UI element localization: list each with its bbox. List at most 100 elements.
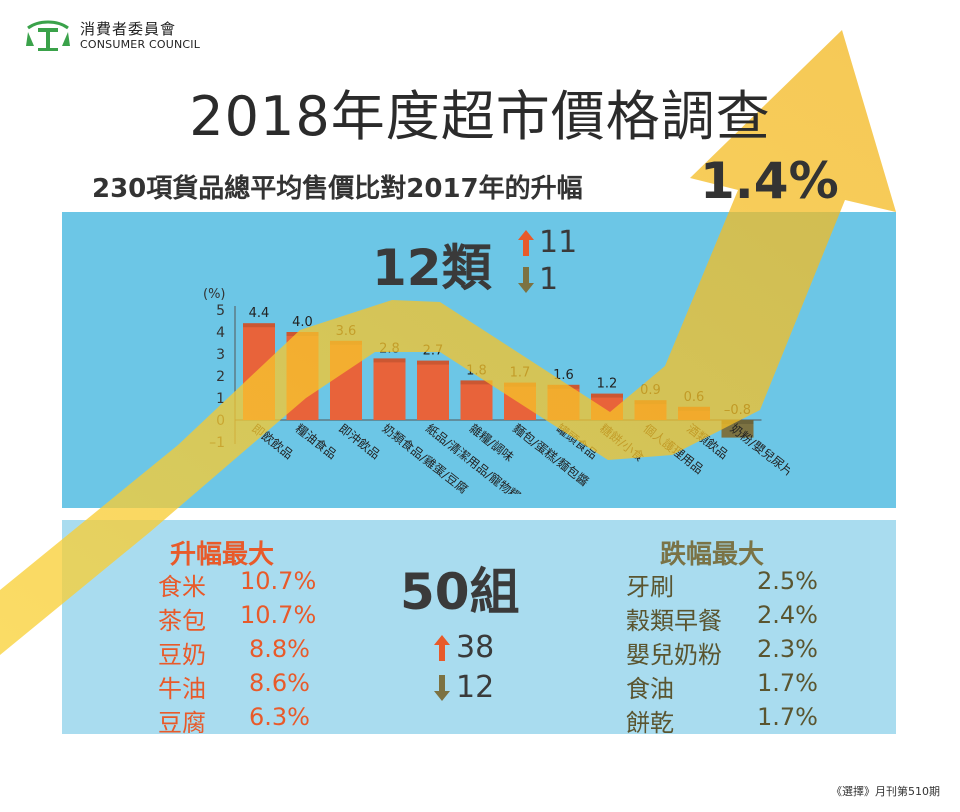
y-tick-label: 5 (216, 303, 225, 319)
bar-value-label: 1.7 (510, 366, 531, 381)
bar-top-shade (504, 382, 536, 387)
y-tick-label: 3 (216, 347, 225, 363)
bar-top-shade (634, 400, 667, 405)
category-label: 麵包/蛋糕/麵包醬 (510, 421, 592, 490)
category-label: 糖餅/小食 (597, 421, 647, 465)
bar-value-label: 4.4 (249, 306, 270, 321)
decrease-row: 嬰兒奶粉 2.3% (626, 635, 818, 670)
consumer-council-logo: 消費者委員會 CONSUMER COUNCIL (24, 20, 200, 52)
bar-top-shade (286, 332, 319, 336)
bar-top-shade (330, 340, 362, 345)
bar-top-shade (678, 406, 710, 411)
increase-percent: 10.7% (240, 601, 317, 629)
bar-value-label: –0.8 (724, 403, 751, 418)
subtitle: 230項貨品總平均售價比對2017年的升幅 (92, 174, 583, 204)
arrow-up-icon (434, 634, 450, 661)
increase-row: 茶包 10.7% (158, 601, 317, 636)
category-count: 12類 (372, 239, 492, 297)
bar-value-label: 1.2 (597, 377, 618, 392)
group-down-count: 12 (432, 670, 494, 705)
category-down-count: 1 (517, 262, 558, 297)
bar (504, 382, 536, 420)
decrease-percent: 1.7% (757, 703, 818, 731)
product-name: 食米 (158, 573, 206, 601)
bar-top-shade (460, 380, 493, 385)
bar-value-label: 2.7 (423, 344, 444, 359)
y-tick-label: –1 (209, 435, 225, 451)
y-tick-label: 2 (216, 369, 225, 385)
group-up-count: 38 (432, 630, 494, 665)
increase-percent: 8.6% (249, 669, 310, 697)
increase-percent: 6.3% (249, 703, 310, 731)
bar-value-label: 0.9 (640, 383, 661, 398)
increase-row: 食米 10.7% (158, 567, 317, 602)
product-name: 食油 (626, 675, 674, 703)
product-name: 牙刷 (626, 573, 674, 601)
y-tick-label: 1 (216, 391, 225, 407)
arrow-down-icon (518, 266, 534, 293)
overall-increase-value: 1.4% (700, 152, 839, 210)
source-note: 《選擇》月刊第510期 (831, 785, 940, 798)
increase-row: 牛油 8.6% (158, 669, 310, 704)
bar-value-label: 0.6 (684, 390, 705, 405)
y-tick-label: 4 (216, 325, 225, 341)
bar-top-shade (547, 384, 580, 389)
increase-row: 豆腐 6.3% (158, 703, 310, 738)
decrease-row: 餅乾 1.7% (626, 703, 818, 738)
decrease-percent: 1.7% (757, 669, 818, 697)
decrease-row: 牙刷 2.5% (626, 567, 818, 602)
group-down-value: 12 (456, 670, 495, 705)
product-name: 餅乾 (626, 709, 674, 737)
page-title: 2018年度超市價格調查 (189, 85, 771, 148)
category-up-count: 11 (517, 225, 577, 260)
bar-top-shade (417, 360, 449, 365)
logo-chinese-name: 消費者委員會 (80, 19, 177, 38)
bar-value-label: 3.6 (336, 324, 357, 339)
bar (417, 360, 449, 420)
category-label: 即沖飲品 (336, 421, 383, 462)
bar-value-label: 1.6 (553, 368, 574, 383)
largest-decrease-title: 跌幅最大 (660, 540, 765, 570)
bar (460, 380, 493, 420)
bar (243, 323, 275, 420)
bar (286, 332, 319, 420)
category-label: 糧油食品 (293, 421, 340, 462)
category-down-value: 1 (539, 262, 559, 297)
logo-english-name: CONSUMER COUNCIL (80, 37, 201, 51)
bar (330, 340, 362, 420)
largest-increase-title: 升幅最大 (170, 540, 275, 570)
bar (373, 358, 406, 420)
category-label: 即飲飲品 (249, 421, 296, 462)
increase-row: 豆奶 8.8% (158, 635, 310, 670)
bar-top-shade (243, 323, 275, 328)
bar-value-label: 4.0 (292, 315, 313, 330)
group-up-value: 38 (456, 630, 495, 665)
y-tick-label: 0 (216, 413, 225, 429)
bar-value-label: 2.8 (379, 341, 400, 356)
product-name: 豆奶 (158, 641, 206, 669)
decrease-percent: 2.5% (757, 567, 818, 595)
decrease-percent: 2.3% (757, 635, 818, 663)
product-name: 豆腐 (158, 709, 206, 737)
category-up-value: 11 (539, 225, 578, 260)
arrow-down-icon (434, 674, 450, 701)
bar-top-shade (373, 358, 406, 363)
product-name: 穀類早餐 (626, 607, 722, 635)
bar (547, 384, 580, 420)
arrow-up-icon (518, 229, 534, 256)
bar-value-label: 1.8 (466, 363, 487, 378)
product-name: 嬰兒奶粉 (626, 641, 722, 669)
consumer-council-emblem-icon (26, 20, 70, 51)
increase-percent: 10.7% (240, 567, 317, 595)
increase-percent: 8.8% (249, 635, 310, 663)
y-axis-label: (%) (203, 287, 226, 302)
decrease-row: 穀類早餐 2.4% (626, 601, 818, 636)
bar-top-shade (591, 393, 623, 398)
decrease-row: 食油 1.7% (626, 669, 818, 704)
product-name: 茶包 (158, 607, 206, 635)
group-count: 50組 (400, 563, 520, 621)
category-label: 奶粉/嬰兒尿片 (728, 421, 790, 479)
decrease-percent: 2.4% (757, 601, 818, 629)
product-name: 牛油 (158, 675, 206, 703)
